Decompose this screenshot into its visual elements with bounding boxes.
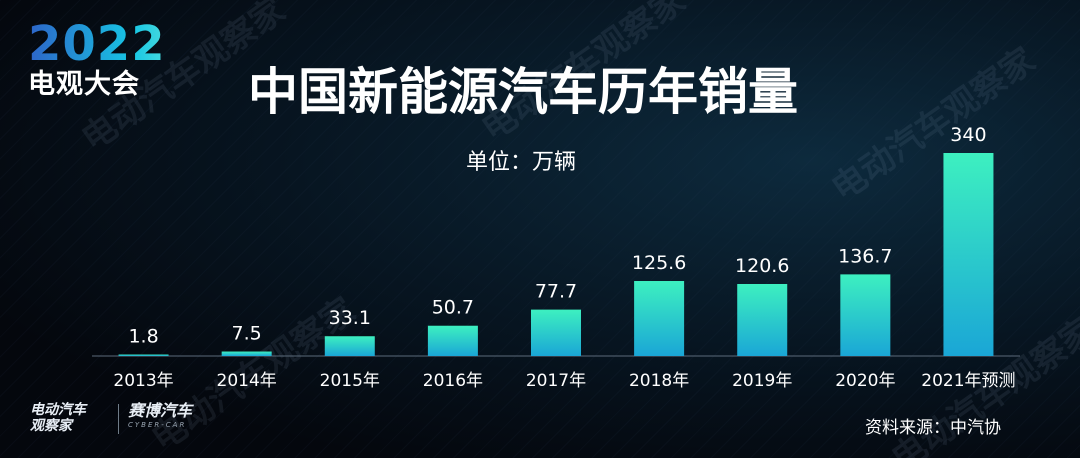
event-logo-year: 2022: [28, 20, 203, 68]
x-tick-label: 2021年预测: [921, 371, 1015, 391]
bar: [531, 309, 581, 356]
bar-value-label: 136.7: [838, 245, 892, 267]
bar-value-label: 50.7: [432, 297, 474, 319]
bar-value-label: 77.7: [535, 281, 577, 303]
bar: [840, 274, 891, 356]
brand-right-name: 赛博汽车: [128, 401, 193, 420]
bar-value-label: 120.6: [735, 255, 789, 277]
bar-value-label: 125.6: [632, 252, 686, 274]
x-tick-label: 2020年: [835, 371, 895, 391]
event-logo: 2022 电观大会: [28, 20, 203, 100]
x-tick-label: 2014年: [217, 371, 277, 391]
x-tick-label: 2019年: [732, 371, 792, 391]
source-note: 资料来源：中汽协: [865, 418, 1001, 438]
bar: [634, 281, 685, 356]
brand-logo-cyber-car: 赛博汽车 CYBER-CAR: [128, 402, 192, 430]
bar: [324, 336, 375, 356]
x-tick-label: 2016年: [423, 371, 483, 391]
bar-value-label: 7.5: [232, 323, 262, 345]
x-tick-label: 2018年: [629, 371, 689, 391]
brand-left-line1: 电动汽车: [30, 402, 86, 418]
brand-divider: [118, 404, 119, 434]
x-tick-label: 2015年: [320, 371, 380, 391]
bar-value-label: 340: [950, 124, 986, 146]
bar: [943, 153, 994, 356]
bar-value-label: 33.1: [329, 307, 371, 329]
bar: [427, 325, 478, 356]
unit-label: 单位：万辆: [466, 150, 577, 175]
brand-logo-dongche: 电动汽车 观察家: [30, 402, 114, 434]
bar: [118, 354, 169, 356]
event-logo-name: 电观大会: [28, 69, 140, 100]
brand-right-sub: CYBER-CAR: [128, 421, 187, 429]
bar: [737, 283, 788, 356]
x-tick-label: 2013年: [113, 371, 173, 391]
bar-value-label: 1.8: [128, 326, 158, 348]
chart-title: 中国新能源汽车历年销量: [248, 62, 798, 121]
brand-left-line2: 观察家: [30, 418, 72, 434]
x-tick-label: 2017年: [526, 371, 586, 391]
bar: [221, 351, 272, 356]
